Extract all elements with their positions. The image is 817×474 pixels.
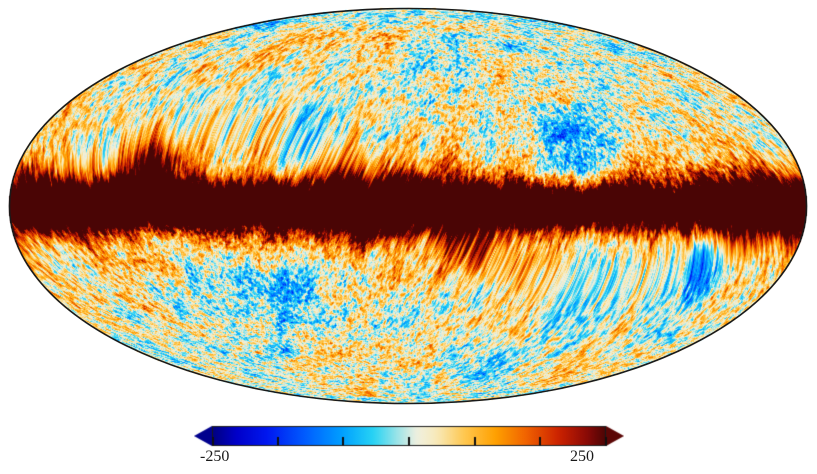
colorbar: -250 250 — [0, 418, 817, 474]
mollweide-sky-map — [8, 7, 808, 405]
sky-map-container — [8, 7, 808, 405]
colorbar-min-label: -250 — [200, 448, 230, 465]
colorbar-max-label: 250 — [570, 448, 594, 465]
colorbar-gradient — [194, 424, 624, 450]
